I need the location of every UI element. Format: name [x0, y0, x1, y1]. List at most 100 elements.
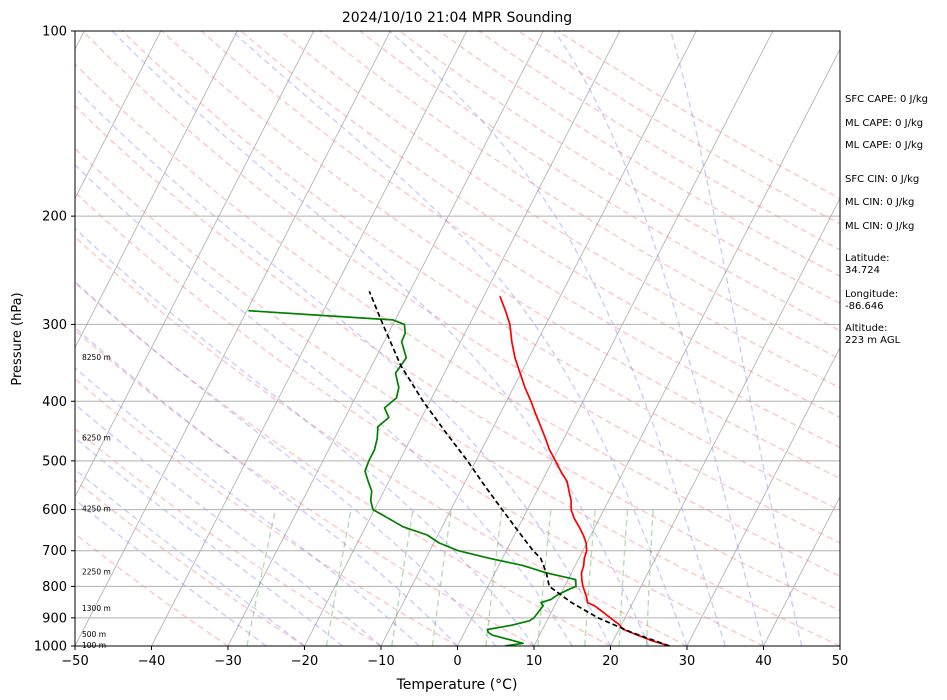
x-tick-label: −50	[61, 654, 88, 669]
moist-adiabat-line	[75, 280, 497, 646]
latitude-label: Latitude:	[845, 253, 890, 264]
dry-adiabat-line	[75, 427, 382, 646]
x-tick-label: 20	[602, 654, 619, 669]
temperature-line	[499, 295, 670, 646]
isotherm-line	[304, 31, 621, 646]
height-label: 2250 m	[82, 568, 111, 577]
x-tick-label: −10	[367, 654, 394, 669]
y-tick-label: 800	[42, 580, 67, 595]
parcel-line	[368, 290, 670, 646]
chart-title: 2024/10/10 21:04 MPR Sounding	[342, 10, 572, 26]
isotherm-line	[610, 197, 840, 646]
sfc-cin-text: SFC CIN: 0 J/kg	[845, 174, 919, 185]
x-axis-label: Temperature (°C)	[396, 677, 518, 693]
sfc-cape-text: SFC CAPE: 0 J/kg	[845, 94, 928, 105]
dry-adiabat-line	[75, 191, 764, 646]
dry-adiabat-line	[82, 31, 840, 544]
ml-cape-text-2: ML CAPE: 0 J/kg	[845, 140, 923, 151]
isotherm-line	[0, 31, 8, 646]
y-axis-ticks: 1000 900 800 700 600 500 400 300 200 100	[34, 25, 75, 655]
y-tick-label: 600	[42, 503, 67, 518]
x-tick-label: 30	[679, 654, 696, 669]
dry-adiabat-line	[75, 479, 305, 646]
background-lines	[0, 31, 840, 646]
moist-adiabat-line	[111, 31, 650, 646]
isotherm-line	[75, 31, 238, 349]
y-tick-label: 400	[42, 395, 67, 410]
height-label: 500 m	[82, 630, 106, 639]
isotherm-line	[151, 31, 468, 646]
x-tick-label: 10	[526, 654, 543, 669]
y-tick-label: 300	[42, 318, 67, 333]
y-tick-label: 200	[42, 210, 67, 225]
x-tick-label: 0	[453, 654, 461, 669]
moist-adiabat-line	[75, 164, 573, 646]
moist-adiabat-line	[75, 498, 267, 646]
moist-adiabat-line	[75, 366, 420, 646]
isotherm-line	[75, 31, 315, 498]
dry-adiabat-line	[438, 31, 840, 277]
dry-adiabat-line	[75, 104, 840, 612]
latitude-value: 34.724	[845, 265, 880, 276]
x-tick-label: −30	[214, 654, 241, 669]
pressure-gridlines	[75, 215, 840, 619]
moist-adiabat-line	[75, 86, 612, 646]
moist-adiabat-line	[75, 227, 535, 646]
moist-adiabat-line	[554, 31, 765, 646]
isotherm-line	[686, 346, 840, 646]
y-tick-label: 900	[42, 611, 67, 626]
dry-adiabat-line	[240, 31, 840, 419]
x-tick-label: −20	[291, 654, 318, 669]
y-tick-label: 500	[42, 454, 67, 469]
dry-adiabat-line	[161, 31, 840, 480]
y-axis-label: Pressure (hPa)	[10, 292, 25, 385]
altitude-label: Altitude:	[845, 323, 887, 334]
moist-adiabat-line	[389, 31, 726, 646]
sounding-annotations: SFC CAPE: 0 J/kg ML CAPE: 0 J/kg ML CAPE…	[845, 94, 928, 346]
mixing-ratio-line	[431, 509, 453, 646]
moist-adiabat-line	[670, 31, 803, 646]
y-tick-label: 1000	[34, 640, 67, 655]
y-tick-label: 700	[42, 544, 67, 559]
dry-adiabat-line	[75, 377, 458, 646]
dry-adiabat-line	[75, 329, 535, 646]
longitude-label: Longitude:	[845, 289, 898, 300]
dewpoint-line	[248, 309, 577, 646]
dry-adiabat-line	[359, 31, 840, 332]
height-label: 4250 m	[82, 505, 111, 514]
x-tick-label: −40	[138, 654, 165, 669]
dry-adiabat-line	[200, 31, 840, 449]
moist-adiabat-line	[75, 468, 305, 646]
isotherm-line	[75, 31, 391, 646]
mixing-ratio-line	[246, 509, 277, 646]
x-tick-label: 50	[832, 654, 849, 669]
mixing-ratio-line	[645, 509, 654, 646]
isotherm-line	[227, 31, 544, 646]
dry-adiabat-line	[121, 31, 840, 512]
height-label: 1300 m	[82, 604, 111, 613]
altitude-value: 223 m AGL	[845, 335, 901, 346]
height-label: 6250 m	[82, 434, 111, 443]
moist-adiabat-line	[75, 436, 344, 646]
x-axis-ticks: −50 −40 −30 −20 −10 0 10 20 30 40 50	[61, 646, 848, 669]
moist-adiabat-line	[231, 31, 688, 646]
longitude-value: -86.646	[845, 301, 884, 312]
ml-cape-text: ML CAPE: 0 J/kg	[845, 118, 923, 129]
y-tick-label: 100	[42, 25, 67, 40]
isotherm-line	[763, 495, 840, 646]
dry-adiabat-line	[75, 63, 840, 578]
dry-adiabat-line	[75, 147, 840, 646]
x-tick-label: 40	[755, 654, 772, 669]
dry-adiabat-line	[75, 282, 611, 646]
height-label: 100 m	[82, 641, 106, 650]
ml-cin-text: ML CIN: 0 J/kg	[845, 197, 914, 208]
dry-adiabat-line	[319, 31, 840, 360]
ml-cin-text-2: ML CIN: 0 J/kg	[845, 221, 914, 232]
isotherm-line	[457, 31, 774, 646]
isotherm-line	[380, 31, 697, 646]
mixing-ratio-line	[391, 509, 414, 646]
sounding-traces	[248, 290, 670, 646]
dry-adiabat-line	[75, 236, 688, 646]
height-label: 8250 m	[82, 353, 111, 362]
